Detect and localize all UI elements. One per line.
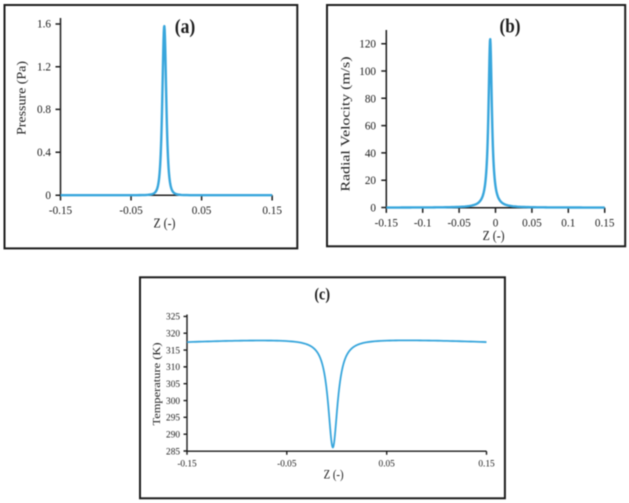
- svg-text:290: 290: [166, 430, 180, 440]
- svg-text:Z (-): Z (-): [324, 467, 344, 481]
- svg-text:0.05: 0.05: [522, 218, 542, 230]
- svg-text:0: 0: [493, 218, 499, 230]
- svg-text:0.15: 0.15: [478, 459, 495, 469]
- svg-text:-0.15: -0.15: [375, 218, 399, 230]
- svg-text:0.15: 0.15: [595, 218, 615, 230]
- svg-text:1.6: 1.6: [37, 19, 51, 31]
- svg-text:60: 60: [365, 121, 377, 133]
- svg-text:(b): (b): [500, 16, 521, 38]
- svg-text:0.8: 0.8: [37, 104, 51, 116]
- svg-text:120: 120: [359, 39, 376, 51]
- svg-text:(a): (a): [175, 16, 196, 38]
- svg-text:Temperature (K): Temperature (K): [152, 342, 163, 426]
- svg-text:325: 325: [166, 313, 180, 323]
- svg-text:320: 320: [166, 330, 180, 340]
- svg-text:285: 285: [166, 447, 180, 457]
- svg-text:310: 310: [166, 363, 180, 373]
- svg-text:100: 100: [359, 66, 376, 78]
- svg-text:40: 40: [365, 148, 377, 160]
- svg-text:0.05: 0.05: [192, 205, 212, 217]
- svg-text:80: 80: [365, 93, 377, 105]
- svg-text:Pressure (Pa): Pressure (Pa): [15, 61, 29, 135]
- svg-text:Z (-): Z (-): [154, 215, 176, 230]
- svg-text:-0.15: -0.15: [177, 459, 197, 469]
- svg-text:0.15: 0.15: [262, 205, 282, 217]
- svg-text:Z (-): Z (-): [483, 228, 505, 243]
- svg-text:0: 0: [370, 203, 376, 215]
- svg-text:-0.15: -0.15: [49, 205, 73, 217]
- svg-text:300: 300: [166, 397, 180, 407]
- svg-text:1.2: 1.2: [37, 61, 51, 73]
- svg-text:315: 315: [166, 346, 180, 356]
- svg-text:Radial Velocity (m/s): Radial Velocity (m/s): [339, 57, 353, 192]
- svg-text:0.1: 0.1: [561, 218, 575, 230]
- svg-text:-0.05: -0.05: [277, 459, 297, 469]
- svg-text:305: 305: [166, 380, 180, 390]
- svg-text:0: 0: [45, 190, 51, 202]
- svg-text:-0.1: -0.1: [414, 218, 432, 230]
- svg-text:(c): (c): [314, 285, 330, 304]
- svg-text:-0.05: -0.05: [119, 205, 143, 217]
- svg-text:0.4: 0.4: [37, 147, 51, 159]
- svg-text:295: 295: [166, 414, 180, 424]
- svg-text:20: 20: [365, 175, 377, 187]
- svg-text:0.05: 0.05: [379, 459, 396, 469]
- svg-text:-0.05: -0.05: [447, 218, 471, 230]
